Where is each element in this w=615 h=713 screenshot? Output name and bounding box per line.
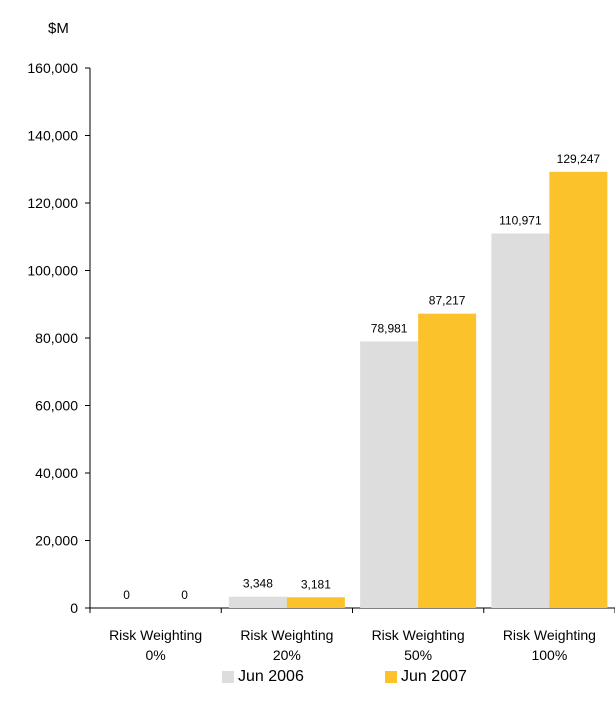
y-tick-label: 20,000 [35, 533, 78, 549]
x-category-label: 0% [146, 647, 166, 663]
legend-label-series-1: Jun 2006 [238, 668, 304, 685]
x-category-label: Risk Weighting [109, 627, 202, 643]
chart-bars [228, 171, 608, 608]
bar-series-1 [491, 233, 550, 608]
data-label-series-1: 3,348 [243, 577, 273, 591]
y-tick-label: 80,000 [35, 330, 78, 346]
y-tick-label: 140,000 [27, 128, 78, 144]
bar-series-2 [549, 171, 608, 608]
legend-label-series-2: Jun 2007 [401, 668, 467, 685]
y-tick-label: 40,000 [35, 465, 78, 481]
bar-series-2 [418, 313, 477, 608]
chart-axes: 0 20,000 40,000 60,000 80,000 100,000 120,000 1… [27, 60, 615, 616]
legend-item-series-2: Jun 2007 [385, 668, 467, 686]
legend-swatch-series-2 [385, 671, 397, 683]
data-label-series-2: 87,217 [429, 294, 466, 308]
x-category-label: Risk Weighting [372, 627, 465, 643]
data-label-series-1: 0 [123, 588, 130, 602]
data-label-series-2: 129,247 [557, 152, 601, 166]
chart-legend: Jun 2006 Jun 2007 [0, 668, 615, 694]
legend-item-series-1: Jun 2006 [222, 668, 304, 686]
bar-series-2 [286, 597, 345, 608]
y-tick-label: 160,000 [27, 60, 78, 76]
x-category-label: 50% [404, 647, 432, 663]
y-tick-label: 0 [70, 600, 78, 616]
chart-labels: 0 0 Risk Weighting 0% 3,348 3,181 Risk Weighti… [109, 152, 600, 663]
x-category-label: Risk Weighting [503, 627, 596, 643]
x-category-label: Risk Weighting [240, 627, 333, 643]
bar-series-1 [360, 341, 419, 608]
x-category-label: 20% [273, 647, 301, 663]
legend-swatch-series-1 [222, 671, 234, 683]
y-tick-label: 60,000 [35, 398, 78, 414]
y-tick-label: 120,000 [27, 195, 78, 211]
data-label-series-1: 110,971 [499, 213, 542, 227]
y-tick-label: 100,000 [27, 263, 78, 279]
bar-series-1 [228, 596, 287, 608]
data-label-series-1: 78,981 [371, 321, 408, 335]
y-axis-unit-label: $M [48, 20, 69, 37]
data-label-series-2: 3,181 [301, 577, 331, 591]
data-label-series-2: 0 [181, 588, 188, 602]
x-category-label: 100% [531, 647, 567, 663]
